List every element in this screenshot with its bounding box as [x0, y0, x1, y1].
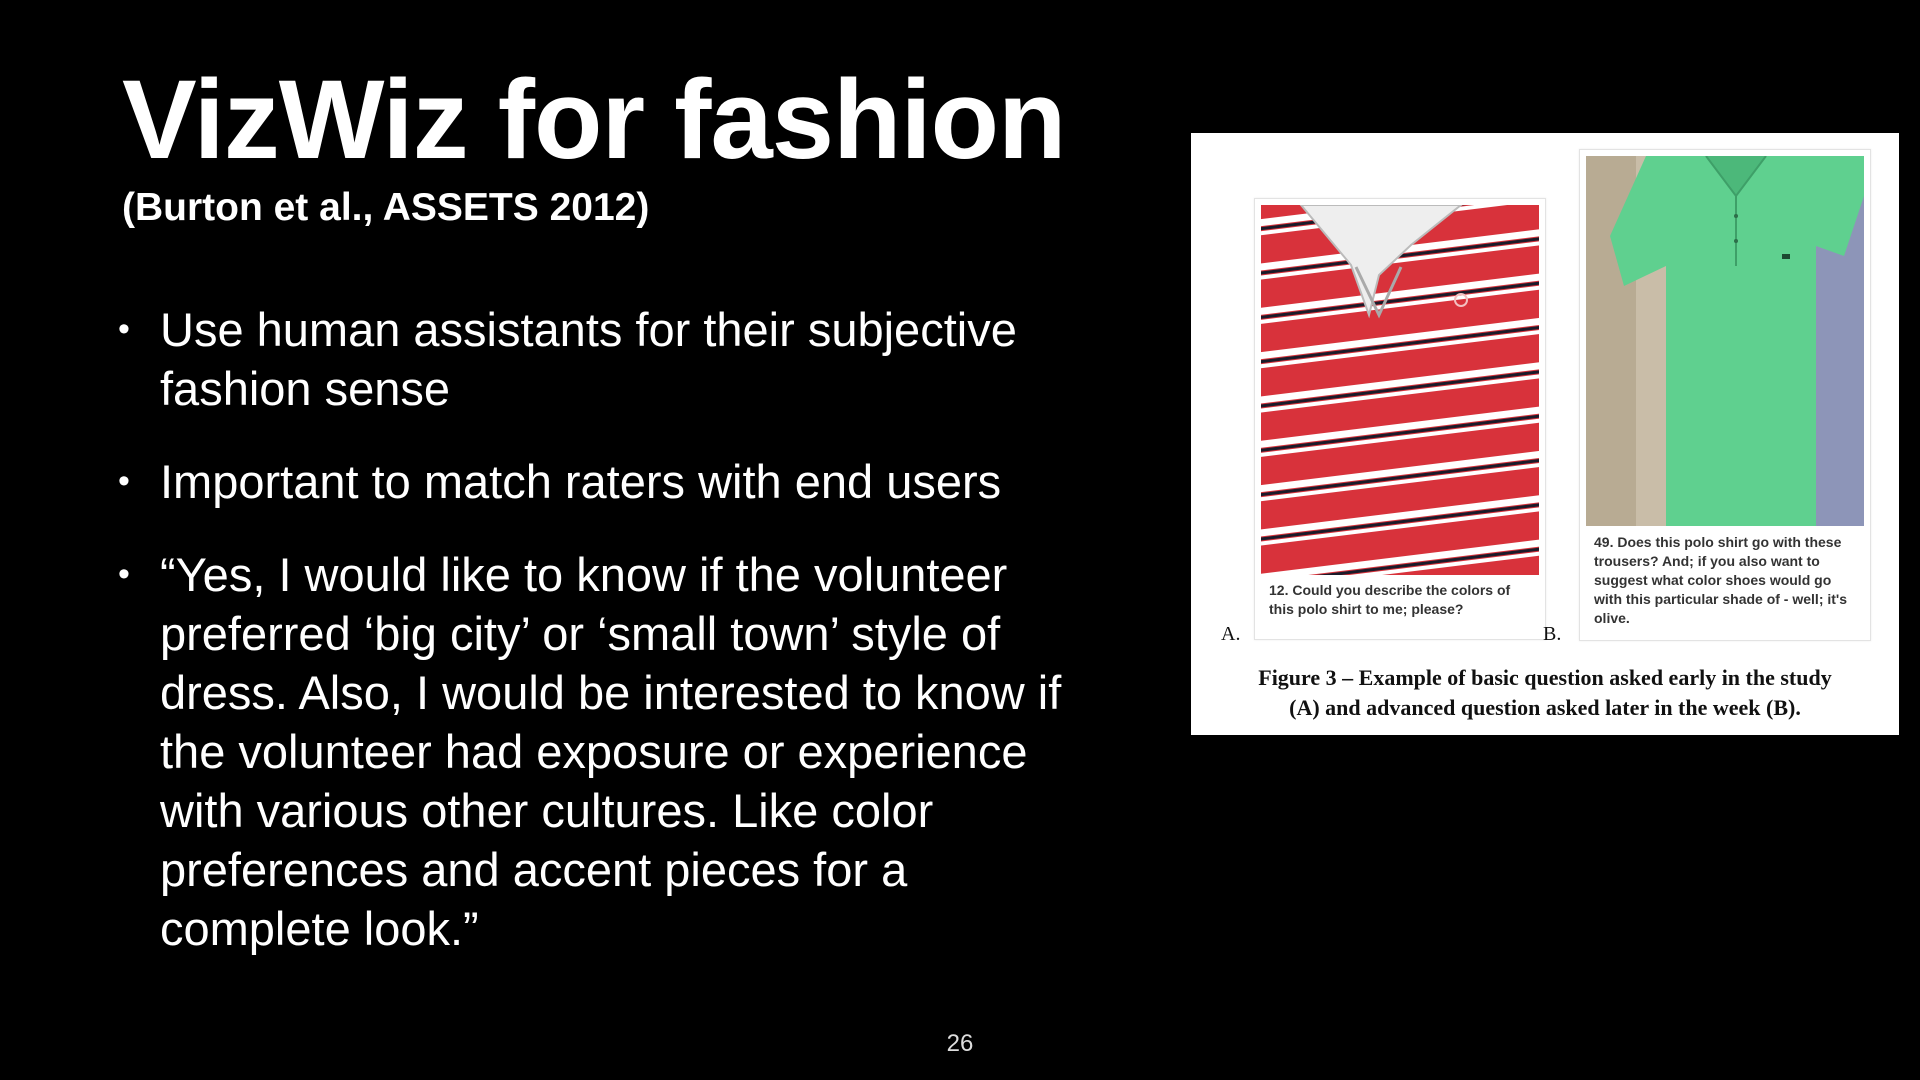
- panel-a-letter: A.: [1221, 623, 1241, 645]
- figure-caption-line-1: Figure 3 – Example of basic question ask…: [1258, 665, 1832, 690]
- page-number: 26: [946, 1030, 974, 1057]
- bullet-text: Use human assistants for their subjectiv…: [160, 303, 1017, 415]
- panel-b-question: 49. Does this polo shirt go with these t…: [1594, 534, 1848, 626]
- figure-panel-a: 12. Could you describe the colors of thi…: [1254, 198, 1546, 640]
- bullet-item: • Important to match raters with end use…: [118, 452, 1078, 511]
- figure-panel-b: 49. Does this polo shirt go with these t…: [1579, 149, 1871, 641]
- figure-caption: Figure 3 – Example of basic question ask…: [1191, 663, 1899, 723]
- figure-caption-line-2: (A) and advanced question asked later in…: [1289, 695, 1801, 720]
- bullet-text: “Yes, I would like to know if the volunt…: [160, 548, 1062, 955]
- panel-a-question: 12. Could you describe the colors of thi…: [1269, 582, 1511, 617]
- bullet-dot: •: [118, 462, 130, 500]
- bullet-dot: •: [118, 310, 130, 348]
- bullet-item: • “Yes, I would like to know if the volu…: [118, 545, 1078, 958]
- panel-b-letter: B.: [1543, 623, 1562, 645]
- bullet-list: • Use human assistants for their subject…: [118, 300, 1078, 992]
- slide-subtitle: (Burton et al., ASSETS 2012): [122, 186, 650, 229]
- green-polo-and-khaki-trousers-photo: [1586, 156, 1864, 526]
- slide-title: VizWiz for fashion: [122, 57, 1066, 182]
- red-striped-polo-shirt-photo: [1261, 205, 1539, 575]
- bullet-item: • Use human assistants for their subject…: [118, 300, 1078, 418]
- paper-figure: 12. Could you describe the colors of thi…: [1191, 133, 1899, 735]
- bullet-text: Important to match raters with end users: [160, 455, 1002, 508]
- bullet-dot: •: [118, 555, 130, 593]
